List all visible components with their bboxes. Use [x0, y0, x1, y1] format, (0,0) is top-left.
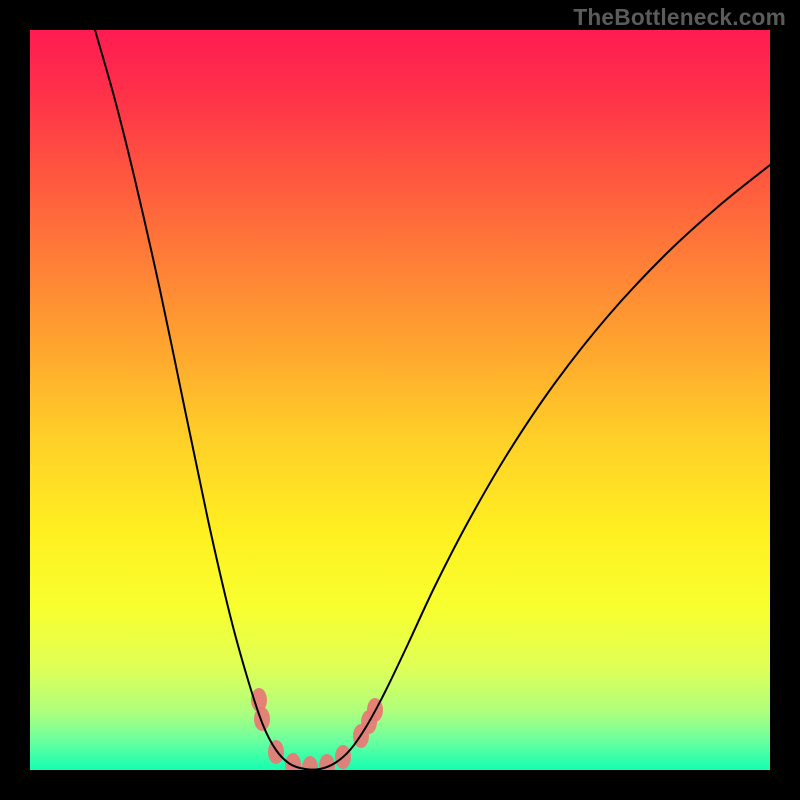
watermark-text: TheBottleneck.com — [573, 4, 786, 31]
frame: TheBottleneck.com — [0, 0, 800, 800]
bottleneck-chart — [30, 30, 770, 770]
plot-area — [30, 30, 770, 770]
marker-point — [254, 707, 270, 731]
marker-point — [268, 740, 284, 764]
